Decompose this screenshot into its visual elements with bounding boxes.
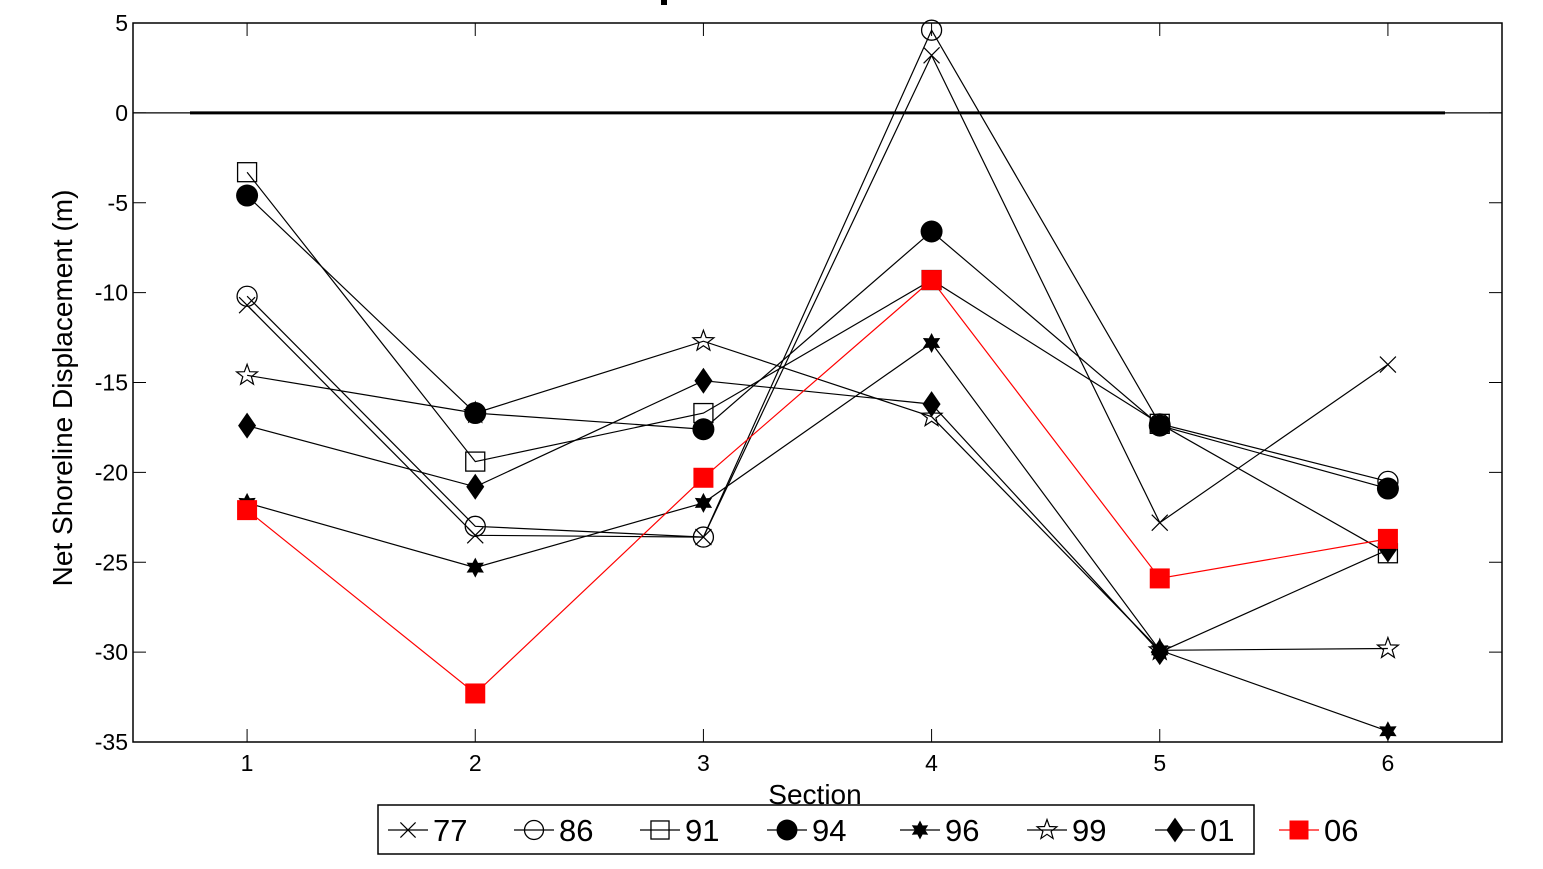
diamond-marker-icon [694,367,713,394]
legend-label: 01 [1200,813,1234,848]
open-circle-marker-icon [523,819,545,841]
series-line-77 [246,54,1389,538]
legend-item-86: 86 [514,813,593,848]
x-marker-icon [238,296,256,314]
series-line-86 [246,28,1389,538]
pentagram-marker-icon [234,362,260,386]
hexagram-marker-icon [922,333,941,353]
x-tick-labels: 1 2 3 4 5 6 [241,750,1395,776]
x-marker-icon [694,528,712,546]
legend-label: 99 [1072,813,1106,848]
x-tick-label: 1 [241,750,254,776]
legend-label: 91 [685,813,719,848]
filled-circle-marker-icon [692,418,715,441]
filled-circle-marker-icon [236,184,259,207]
open-square-marker-icon [465,451,486,472]
y-tick-label: -30 [95,639,128,665]
series-line-91 [246,171,1389,554]
legend-label: 06 [1324,813,1358,848]
series-markers [234,19,1401,742]
legend-label: 94 [812,813,846,848]
filled-circle-marker-icon [464,402,487,425]
y-tick-label: 0 [115,100,128,126]
axis-ticks [133,22,1502,743]
x-tick-label: 3 [697,750,710,776]
diamond-marker-icon [1150,639,1169,666]
y-tick-labels: 5 0 -5 -10 -15 -20 -25 -30 -35 [95,10,128,755]
diamond-marker-icon [466,473,485,500]
x-tick-label: 5 [1153,750,1166,776]
diamond-marker-icon [1166,817,1184,843]
hexagram-marker-icon [911,820,929,840]
series-line-01 [246,380,1389,653]
y-tick-label: -10 [95,280,128,306]
hexagram-marker-icon [466,557,484,578]
filled-square-marker-icon [1149,568,1170,589]
pentagram-marker-icon [919,403,944,428]
x-marker-icon [466,526,484,544]
x-tick-label: 4 [925,750,938,776]
series-markers-99 [234,328,1401,661]
legend-label: 77 [433,813,467,848]
y-tick-label: 5 [115,10,128,36]
series-lines [246,28,1389,732]
y-tick-label: -5 [108,190,128,216]
filled-square-marker-icon [1377,528,1398,549]
series-markers-06 [237,270,1398,704]
filled-square-marker-icon [1289,820,1309,840]
series-markers-77 [238,46,1397,546]
y-tick-label: -25 [95,549,128,575]
legend-label: 86 [559,813,593,848]
hexagram-marker-icon [694,492,713,513]
legend-item-99: 99 [1027,813,1106,848]
pentagram-marker-icon [691,328,716,352]
open-circle-marker-icon [692,526,715,548]
legend-item-91: 91 [640,813,719,848]
legend-item-96: 96 [900,813,979,848]
open-circle-marker-icon [236,285,258,307]
x-marker-icon [1151,514,1169,532]
x-marker-icon [1379,356,1397,373]
legend-item-77: 77 [388,813,467,848]
legend: 77 86 91 94 96 99 01 06 [377,804,1358,855]
hexagram-marker-icon [1379,721,1397,742]
x-marker-icon [399,821,417,839]
title-fragment [661,0,667,5]
axes-box [132,22,1503,743]
x-tick-label: 2 [469,750,482,776]
diamond-marker-icon [922,391,941,418]
series-line-06 [246,279,1389,695]
series-line-94 [246,195,1389,490]
filled-square-marker-icon [465,683,486,704]
open-square-marker-icon [650,820,670,840]
legend-item-06: 06 [1279,813,1358,848]
pentagram-marker-icon [463,400,488,424]
open-circle-marker-icon [464,515,486,537]
filled-circle-marker-icon [1148,414,1171,437]
open-circle-marker-icon [920,19,943,41]
legend-item-01: 01 [1155,813,1234,848]
pentagram-marker-icon [1035,817,1059,840]
y-tick-label: -15 [95,370,128,396]
y-axis-label: Net Shoreline Displacement (m) [47,190,78,587]
filled-circle-marker-icon [1376,477,1399,500]
x-tick-label: 6 [1382,750,1395,776]
filled-square-marker-icon [921,270,942,291]
y-tick-label: -20 [95,459,128,485]
plot-area [132,19,1503,743]
pentagram-marker-icon [1375,635,1401,659]
diamond-marker-icon [238,412,257,439]
filled-circle-marker-icon [776,819,798,841]
legend-item-94: 94 [767,813,846,848]
filled-square-marker-icon [693,467,714,488]
y-tick-label: -35 [95,729,128,755]
legend-label: 96 [945,813,979,848]
series-line-96 [246,342,1389,732]
filled-square-marker-icon [237,500,258,521]
x-marker-icon [923,46,941,64]
filled-circle-marker-icon [920,220,943,243]
open-square-marker-icon [236,162,258,183]
